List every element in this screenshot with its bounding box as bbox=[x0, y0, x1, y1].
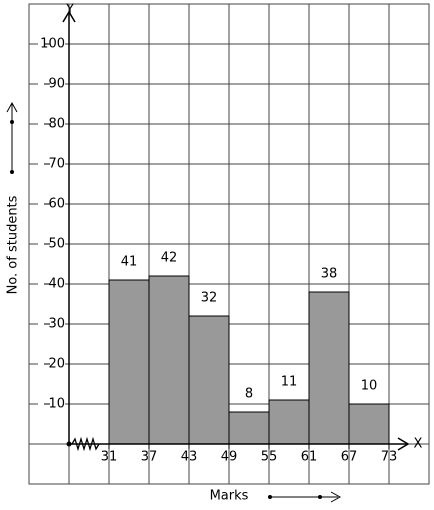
value-label: 41 bbox=[121, 255, 138, 270]
value-label-bg bbox=[157, 250, 181, 266]
bar bbox=[308, 291, 350, 445]
origin-dot bbox=[66, 441, 72, 447]
value-label-bg bbox=[117, 254, 141, 270]
tick-label-bg bbox=[38, 37, 65, 51]
y-tick-label: 40 bbox=[48, 277, 65, 292]
value-label: 42 bbox=[161, 251, 178, 266]
bars bbox=[108, 275, 390, 445]
y-tick-label: 100 bbox=[40, 37, 65, 52]
x-tick-label: 37 bbox=[141, 450, 158, 465]
tick-label-bg bbox=[38, 317, 65, 331]
x-label-arrowhead bbox=[330, 491, 342, 503]
y-tick-label: 30 bbox=[48, 317, 65, 332]
value-label-bg bbox=[237, 386, 261, 402]
x-label-dot bbox=[268, 495, 272, 499]
x-tick-label: 73 bbox=[381, 450, 398, 465]
y-tick-label: 70 bbox=[48, 157, 65, 172]
value-label-bg bbox=[357, 378, 381, 394]
x-label-dot bbox=[318, 495, 322, 499]
tick-label-bg bbox=[38, 77, 65, 91]
value-label: 38 bbox=[321, 267, 338, 282]
x-axis-label: Marks bbox=[210, 489, 249, 504]
axis-break bbox=[71, 436, 100, 452]
tick-label-bg bbox=[38, 117, 65, 131]
x-tick-label: 55 bbox=[261, 450, 278, 465]
bar bbox=[108, 279, 150, 445]
y-tick-label: 20 bbox=[48, 357, 65, 372]
value-label-bg bbox=[277, 374, 301, 390]
y-tick-label: 80 bbox=[48, 117, 65, 132]
y-tick-label: 50 bbox=[48, 237, 65, 252]
tick-label-bg bbox=[38, 397, 65, 411]
y-axis-label: No. of students bbox=[6, 195, 21, 294]
tick-label-bg bbox=[38, 157, 65, 171]
y-tick-label: 10 bbox=[48, 397, 65, 412]
value-label: 8 bbox=[245, 387, 253, 402]
bar bbox=[148, 275, 190, 445]
value-label: 10 bbox=[361, 379, 378, 394]
y-tick-label: 60 bbox=[48, 197, 65, 212]
value-label: 11 bbox=[281, 375, 298, 390]
bar bbox=[188, 315, 230, 445]
y-axis-name: Y bbox=[65, 3, 74, 18]
y-label-arrowhead bbox=[6, 101, 18, 113]
x-tick-label: 43 bbox=[181, 450, 198, 465]
tick-label-bg bbox=[38, 277, 65, 291]
bar bbox=[268, 399, 310, 445]
tick-label-bg bbox=[38, 357, 65, 371]
value-label: 32 bbox=[201, 291, 218, 306]
value-label-bg bbox=[317, 266, 341, 282]
y-label-dot bbox=[10, 170, 14, 174]
x-tick-label: 31 bbox=[101, 450, 118, 465]
x-axis-name: X bbox=[414, 437, 423, 452]
x-tick-label: 61 bbox=[301, 450, 318, 465]
value-label-bg bbox=[197, 290, 221, 306]
tick-label-bg bbox=[38, 237, 65, 251]
tick-label-bg bbox=[38, 197, 65, 211]
x-tick-label: 67 bbox=[341, 450, 358, 465]
y-arrow bbox=[62, 10, 76, 23]
bar bbox=[228, 411, 270, 445]
bar bbox=[348, 403, 390, 445]
x-arrow bbox=[397, 437, 410, 451]
y-tick-label: 90 bbox=[48, 77, 65, 92]
x-tick-label: 49 bbox=[221, 450, 238, 465]
y-label-dot bbox=[10, 120, 14, 124]
